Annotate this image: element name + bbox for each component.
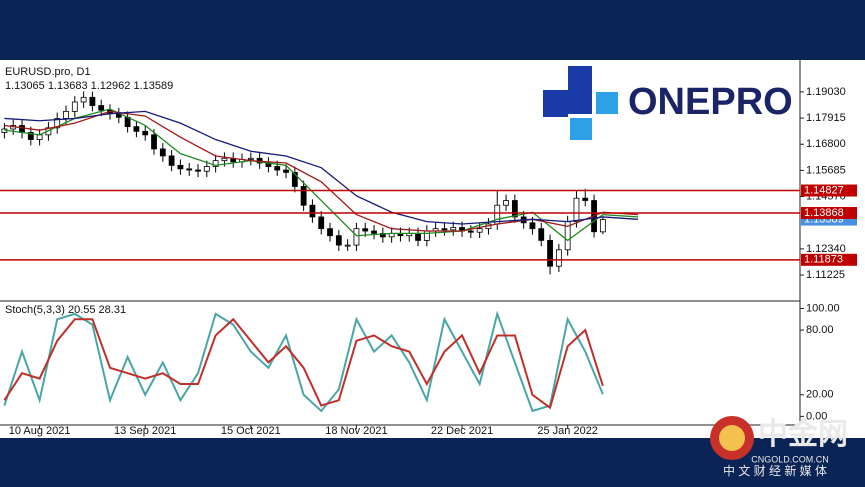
y-tick-label: 1.12340 (806, 243, 846, 255)
candle-body (573, 197, 580, 223)
candle-body (511, 200, 518, 218)
x-tick-label: 10 Aug 2021 (9, 425, 71, 437)
y-tick-label: 20.00 (806, 389, 834, 401)
candle-body (71, 101, 78, 112)
candle-body (203, 166, 210, 172)
candle-body (274, 166, 281, 171)
candle-body (133, 126, 140, 132)
candle-body (195, 169, 201, 172)
candle-body (353, 228, 360, 246)
level-label-box (801, 253, 857, 266)
onepro-logo: ONEPRO (543, 66, 793, 140)
moving-average (4, 110, 639, 225)
candle-body (98, 105, 105, 111)
stoch-line (3, 310, 604, 413)
candle-body (467, 230, 474, 233)
candle-body (36, 134, 43, 140)
y-tick-label: 1.15685 (806, 164, 846, 176)
y-tick-label: 100.00 (806, 302, 840, 314)
candle-body (441, 228, 448, 231)
x-tick-label: 18 Nov 2021 (325, 425, 387, 437)
candle-body (221, 157, 228, 162)
candle-body (599, 219, 606, 233)
candle-body (19, 125, 25, 133)
candle-body (582, 197, 589, 201)
y-tick-label: 1.17915 (806, 112, 846, 124)
y-tick-label: 0.00 (806, 410, 827, 422)
candle-body (423, 230, 430, 241)
brand-name: ONEPRO (628, 81, 793, 123)
candle-body (300, 186, 307, 206)
x-tick-label: 15 Oct 2021 (221, 425, 281, 437)
candle-body (344, 244, 351, 247)
candle-body (476, 228, 483, 233)
logo-inner (719, 425, 745, 451)
candle-body (89, 96, 96, 106)
ohlc-text: 1.13065 1.13683 1.12962 1.13589 (5, 80, 173, 92)
logo-square (596, 92, 618, 114)
cngold-logo: 中金网 CNGOLD.COM.CN 中 文 财 经 新 媒 体 (710, 416, 848, 478)
candle-body (335, 235, 342, 246)
candle-body (283, 169, 289, 173)
x-tick-label: 13 Sep 2021 (114, 425, 176, 437)
candle-body (80, 96, 87, 103)
level-label: 1.11873 (804, 254, 843, 266)
symbol-title: EURUSD.pro, D1 (5, 66, 91, 78)
candle-body (450, 227, 457, 231)
site-name: 中金网 (758, 417, 848, 451)
candle-body (212, 160, 219, 167)
candle-body (503, 200, 509, 206)
candle-body (159, 148, 166, 157)
candle-body (168, 155, 175, 166)
candle-body (555, 249, 562, 267)
moving-average (4, 108, 639, 242)
level-label-box (801, 207, 857, 220)
candle-body (63, 110, 69, 119)
candle-body (327, 228, 333, 237)
candle-body (309, 204, 316, 218)
y-tick-label: 1.11225 (806, 269, 845, 281)
logo-square (568, 66, 592, 90)
level-label: 1.14827 (804, 184, 844, 196)
logo-shape (543, 90, 592, 117)
x-tick-label: 22 Dec 2021 (431, 425, 493, 437)
site-url: CNGOLD.COM.CN (751, 454, 829, 464)
stoch-line (3, 317, 604, 410)
logo-square (570, 118, 592, 140)
candle-body (186, 168, 193, 171)
candle-body (415, 232, 421, 241)
candle-body (538, 228, 545, 241)
candle-body (318, 216, 325, 230)
y-tick-label: 80.00 (806, 324, 834, 336)
site-slogan: 中 文 财 经 新 媒 体 (723, 463, 827, 478)
x-tick-label: 25 Jan 2022 (537, 425, 598, 437)
level-label: 1.13868 (804, 207, 844, 219)
candle-body (54, 118, 61, 129)
candle-body (177, 164, 184, 170)
candle-body (291, 171, 298, 187)
candle-body (362, 228, 369, 232)
y-tick-label: 1.16800 (806, 138, 846, 150)
candle-body (142, 130, 149, 136)
candle-body (547, 240, 553, 267)
candle-body (371, 230, 377, 234)
y-tick-label: 1.19030 (806, 86, 846, 98)
candle-body (27, 132, 34, 140)
candle-body (247, 157, 254, 160)
top-band (0, 0, 865, 60)
candle-body (151, 134, 157, 150)
candle-body (529, 222, 536, 230)
level-label-box (801, 184, 857, 197)
stoch-title: Stoch(5,3,3) 20.55 28.31 (5, 304, 126, 316)
